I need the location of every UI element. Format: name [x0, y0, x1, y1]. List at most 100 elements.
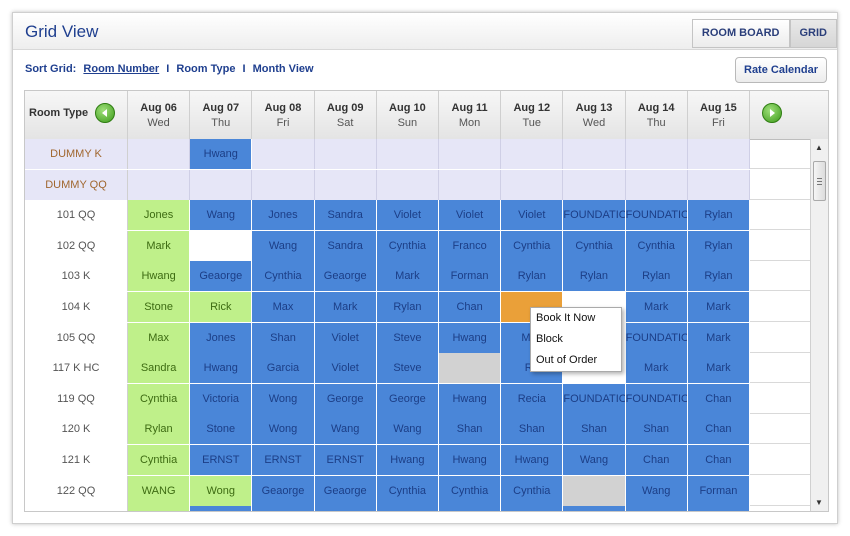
booking-cell[interactable]: ERNST [252, 445, 315, 475]
booking-cell[interactable] [501, 139, 564, 169]
booking-cell[interactable]: Shan [563, 414, 626, 445]
booking-cell[interactable]: Wong [252, 414, 315, 445]
booking-cell[interactable]: Jones [252, 200, 315, 231]
booking-cell[interactable]: Hwang [376, 445, 439, 475]
booking-cell[interactable]: Violet [439, 200, 502, 231]
booking-cell[interactable]: Chan [625, 445, 688, 475]
booking-cell[interactable]: Wang [563, 445, 626, 475]
vertical-scrollbar[interactable]: ▲ ▼ [810, 139, 828, 511]
booking-cell[interactable]: Hwang [190, 353, 253, 384]
booking-cell[interactable]: Forman [687, 475, 750, 506]
booking-cell[interactable] [252, 139, 315, 169]
booking-cell[interactable] [128, 139, 191, 169]
booking-cell[interactable]: Geaorge [190, 261, 253, 292]
booking-cell[interactable]: Chan [439, 292, 502, 322]
booking-cell[interactable]: Mark [687, 292, 750, 322]
booking-cell[interactable]: Mark [625, 292, 688, 322]
booking-cell[interactable] [625, 506, 688, 511]
booking-cell[interactable]: Forman [439, 261, 502, 292]
booking-cell[interactable]: Cynthia [376, 230, 439, 261]
booking-cell[interactable] [625, 139, 688, 169]
booking-cell[interactable]: Mark [687, 353, 750, 384]
booking-cell[interactable]: Rylan [563, 261, 626, 292]
booking-cell[interactable] [252, 169, 315, 200]
booking-cell[interactable]: Cynthia [625, 230, 688, 261]
booking-cell[interactable]: Hwang [190, 139, 253, 169]
booking-cell[interactable]: Max [128, 322, 191, 353]
booking-cell[interactable] [128, 169, 191, 200]
booking-cell[interactable]: Violet [376, 200, 439, 231]
booking-cell[interactable]: WANG [128, 475, 191, 506]
grid-tab[interactable]: GRID [789, 19, 837, 48]
booking-cell[interactable]: Cynthia [252, 261, 315, 292]
booking-cell[interactable] [376, 139, 439, 169]
booking-cell[interactable]: Steve [376, 322, 439, 353]
booking-cell[interactable]: Rylan [376, 292, 439, 322]
booking-cell[interactable] [563, 475, 626, 506]
booking-cell[interactable] [687, 506, 750, 511]
booking-cell[interactable] [501, 169, 564, 200]
month-view-link[interactable]: Month View [252, 63, 314, 75]
booking-cell[interactable]: Mark [687, 322, 750, 353]
booking-cell[interactable]: Rylan [687, 200, 750, 231]
booking-cell[interactable] [439, 353, 502, 384]
booking-cell[interactable]: Wang [252, 230, 315, 261]
booking-cell[interactable] [190, 230, 253, 261]
booking-cell[interactable]: Mark [128, 230, 191, 261]
booking-cell[interactable]: Violet [314, 353, 377, 384]
booking-cell[interactable]: George [376, 383, 439, 414]
scroll-thumb[interactable] [813, 161, 826, 201]
booking-cell[interactable] [625, 169, 688, 200]
booking-cell[interactable] [439, 506, 502, 511]
booking-cell[interactable] [376, 169, 439, 200]
block-option[interactable]: Block [536, 333, 563, 345]
booking-cell[interactable]: Mark [376, 261, 439, 292]
booking-cell[interactable]: Geaorge [252, 475, 315, 506]
booking-cell[interactable]: ERNST [190, 445, 253, 475]
booking-cell[interactable]: Rylan [687, 230, 750, 261]
booking-cell[interactable]: Wong [190, 475, 253, 506]
booking-cell[interactable]: Mark [625, 353, 688, 384]
room-board-tab[interactable]: ROOM BOARD [691, 19, 790, 48]
booking-cell[interactable]: Wang [314, 414, 377, 445]
booking-cell[interactable]: Jones [128, 200, 191, 231]
booking-cell[interactable]: Stone [128, 292, 191, 322]
booking-cell[interactable] [252, 506, 315, 511]
booking-cell[interactable]: Rylan [501, 261, 564, 292]
booking-cell[interactable]: Shan [439, 414, 502, 445]
book-it-now-option[interactable]: Book It Now [536, 312, 596, 324]
booking-cell[interactable] [314, 169, 377, 200]
booking-cell[interactable]: Hwang [439, 445, 502, 475]
booking-cell[interactable]: FOUNDATION [625, 200, 688, 231]
booking-cell[interactable]: Cynthia [439, 475, 502, 506]
booking-cell[interactable]: Cynthia [501, 230, 564, 261]
booking-cell[interactable] [314, 506, 377, 511]
booking-cell[interactable]: Max [252, 292, 315, 322]
booking-cell[interactable]: Garcia [252, 353, 315, 384]
booking-cell[interactable] [687, 169, 750, 200]
booking-cell[interactable]: ERNST [314, 445, 377, 475]
booking-cell[interactable]: Chan [687, 414, 750, 445]
booking-cell[interactable]: Steve [376, 353, 439, 384]
out-of-order-option[interactable]: Out of Order [536, 354, 598, 366]
scroll-up-icon[interactable]: ▲ [815, 143, 823, 152]
booking-cell[interactable]: Cynthia [376, 475, 439, 506]
booking-cell[interactable]: Shan [252, 322, 315, 353]
booking-cell[interactable]: Cynthia [563, 230, 626, 261]
booking-cell[interactable]: Cynthia [128, 445, 191, 475]
booking-cell[interactable]: Chan [687, 445, 750, 475]
rate-calendar-button[interactable]: Rate Calendar [735, 57, 827, 83]
booking-cell[interactable] [376, 506, 439, 511]
booking-cell[interactable]: Rylan [128, 414, 191, 445]
booking-cell[interactable]: Chan [687, 383, 750, 414]
booking-cell[interactable]: Sandra [128, 353, 191, 384]
booking-cell[interactable]: Geaorge [314, 475, 377, 506]
booking-cell[interactable]: Rylan [625, 261, 688, 292]
booking-cell[interactable] [563, 139, 626, 169]
booking-cell[interactable]: FOUNDATION [625, 322, 688, 353]
booking-cell[interactable]: FOUNDATION [625, 383, 688, 414]
booking-cell[interactable]: Hwang [439, 383, 502, 414]
booking-cell[interactable]: Geaorge [314, 261, 377, 292]
booking-cell[interactable]: Rylan [687, 261, 750, 292]
booking-cell[interactable]: FOUNDATION [563, 200, 626, 231]
